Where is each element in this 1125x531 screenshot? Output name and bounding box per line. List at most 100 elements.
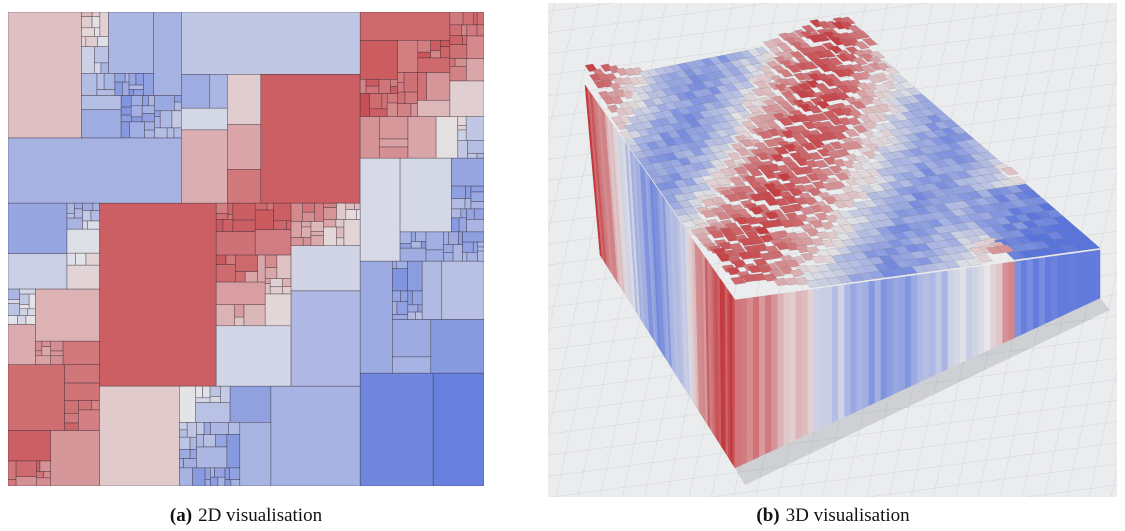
treemap-cell — [232, 202, 256, 221]
treemap-cell — [410, 241, 422, 249]
column-face — [1014, 260, 1022, 339]
treemap-cell — [183, 458, 197, 469]
treemap-cell — [181, 12, 361, 75]
treemap-cell — [8, 299, 20, 304]
caption-a: (a) 2D visualisation — [170, 505, 322, 527]
treemap-cell — [141, 105, 156, 114]
treemap-cell — [43, 471, 51, 479]
treemap-cell — [8, 288, 20, 300]
column-face — [941, 270, 949, 373]
column-face — [1008, 261, 1016, 341]
treemap-cell — [391, 314, 409, 320]
treemap-cell — [91, 12, 101, 17]
column-face — [826, 286, 833, 426]
treemap-cell — [35, 460, 41, 472]
treemap-cell — [50, 355, 64, 366]
surface-cell — [853, 155, 871, 164]
treemap-cell — [310, 235, 324, 247]
column-face — [856, 282, 863, 412]
treemap-cell — [286, 220, 292, 231]
treemap-cell — [74, 208, 83, 219]
column-face — [1002, 262, 1009, 344]
treemap-cell — [209, 396, 222, 403]
treemap-cell — [345, 209, 357, 220]
column-face — [801, 289, 809, 438]
treemap-cell — [447, 231, 459, 245]
treemap-cell — [451, 198, 466, 210]
treemap-cell — [108, 12, 155, 74]
treemap-cell — [215, 264, 236, 283]
surface-cell — [798, 206, 816, 216]
treemap-cell — [222, 219, 234, 232]
treemap-cell — [210, 476, 219, 486]
surface-cell — [776, 42, 793, 52]
treemap-cell — [443, 252, 454, 262]
treemap-cell — [96, 89, 116, 96]
treemap-cell — [397, 72, 405, 83]
column-face — [740, 298, 748, 466]
treemap-cell — [227, 74, 262, 125]
surface-cell — [789, 50, 806, 60]
treemap-cell — [391, 268, 408, 292]
treemap-cell — [154, 127, 168, 139]
column-face — [1081, 251, 1089, 307]
panel-label: (b) — [756, 505, 780, 526]
column-face — [1087, 250, 1095, 305]
treemap-cell — [302, 202, 316, 213]
treemap-cell — [94, 27, 101, 37]
treemap-cell — [8, 315, 18, 325]
surface-cell — [858, 64, 876, 74]
treemap-cell — [290, 221, 303, 238]
surface-cell — [818, 168, 836, 177]
treemap-cell — [81, 36, 87, 48]
treemap-cell — [50, 350, 64, 357]
treemap-cell — [94, 46, 109, 64]
surface-cell — [985, 246, 1004, 255]
treemap-cell — [359, 12, 451, 41]
surface-cell — [851, 57, 869, 66]
surface-cell — [796, 175, 813, 185]
treemap-cell — [462, 241, 474, 253]
column-face — [868, 280, 876, 407]
treemap-cell — [396, 301, 409, 315]
treemap-cell — [181, 74, 211, 109]
surface-cell — [743, 92, 759, 102]
treemap-cell — [391, 319, 432, 358]
surface-cell — [801, 24, 817, 34]
panel-label: (a) — [169, 505, 193, 526]
treemap-cell — [290, 290, 361, 387]
treemap-cell — [310, 231, 324, 236]
treemap-cell — [391, 260, 397, 270]
treemap-cell — [356, 209, 361, 220]
treemap-cell — [407, 290, 413, 306]
treemap-cell — [154, 95, 175, 112]
treemap-cell — [359, 157, 401, 262]
treemap-cell — [430, 50, 441, 59]
treemap-cell — [215, 434, 228, 448]
treemap-cell — [154, 110, 161, 117]
treemap-cell — [451, 208, 462, 219]
treemap-cell — [19, 293, 30, 305]
treemap-cell — [432, 372, 484, 486]
treemap-cell — [290, 202, 304, 222]
treemap-cell — [273, 220, 288, 231]
column-face — [959, 268, 967, 364]
treemap-cell — [35, 477, 51, 486]
treemap-cell — [260, 74, 361, 204]
treemap-cell — [41, 346, 52, 357]
treemap-cell — [466, 35, 484, 59]
treemap-cell — [66, 264, 100, 290]
treemap-cell — [179, 385, 197, 423]
treemap-cell — [243, 304, 266, 327]
column-face — [929, 272, 936, 378]
treemap-cell — [301, 221, 312, 228]
column-face — [899, 276, 906, 392]
treemap-cell — [359, 93, 370, 117]
treemap-cell — [386, 93, 398, 104]
surface-cell — [1008, 176, 1027, 185]
surface-cell — [813, 82, 830, 92]
surface-cell — [807, 151, 824, 161]
treemap-cell — [64, 400, 79, 414]
surface-cell — [725, 193, 741, 203]
treemap-cell — [64, 413, 79, 424]
